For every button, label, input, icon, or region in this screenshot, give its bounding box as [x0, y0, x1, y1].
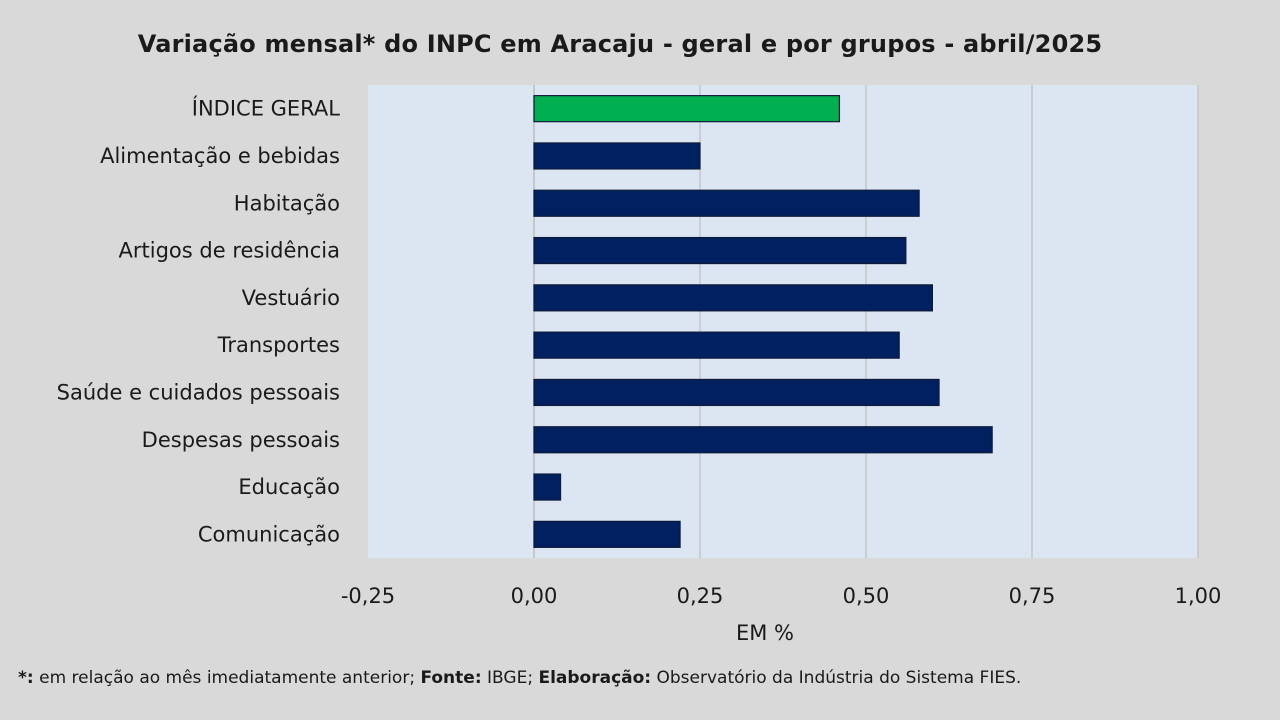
footnote-elaboration-label: Elaboração:	[538, 668, 652, 688]
bar	[533, 378, 940, 407]
category-label: Alimentação e bebidas	[100, 144, 340, 168]
footnote-source-label: Fonte:	[420, 668, 482, 688]
chart-title: Variação mensal* do INPC em Aracaju - ge…	[137, 30, 1103, 58]
chart-frame: Variação mensal* do INPC em Aracaju - ge…	[56, 30, 1222, 645]
category-label: Educação	[238, 475, 340, 499]
footnote-elaboration-text: Observatório da Indústria do Sistema FIE…	[651, 668, 1022, 688]
bar	[533, 236, 907, 265]
x-tick-label: 0,50	[843, 584, 890, 608]
category-label: ÍNDICE GERAL	[192, 96, 341, 121]
bar	[533, 189, 920, 217]
category-label: Habitação	[234, 191, 340, 215]
x-tick-label: 0,00	[511, 584, 558, 608]
bar-chart: ÍNDICE GERAL Alimentação e bebidas Habitaç…	[57, 85, 1222, 645]
footnote-source-text: IBGE;	[481, 668, 539, 688]
x-axis-title: EM %	[736, 621, 794, 645]
x-tick-label: 0,25	[677, 584, 724, 608]
category-label: Comunicação	[198, 522, 340, 546]
bar	[533, 426, 993, 454]
footnote-asterisk: *:	[18, 668, 34, 688]
x-tick-label: 0,75	[1009, 584, 1056, 608]
x-tick-label: -0,25	[341, 584, 395, 608]
bar	[533, 95, 841, 123]
plot-area	[368, 85, 1198, 558]
bar	[533, 284, 933, 312]
bar	[533, 331, 900, 359]
bar	[533, 473, 562, 501]
category-label: Vestuário	[242, 286, 340, 310]
category-label: Despesas pessoais	[142, 428, 340, 452]
bar	[533, 520, 681, 548]
category-label: Saúde e cuidados pessoais	[57, 380, 340, 404]
category-label: Artigos de residência	[119, 239, 340, 263]
footnote-text: em relação ao mês imediatamente anterior…	[33, 668, 421, 688]
category-label: Transportes	[217, 333, 340, 357]
footnote: *: em relação ao mês imediatamente anter…	[18, 668, 1021, 688]
x-tick-label: 1,00	[1175, 584, 1222, 608]
bar	[533, 142, 701, 170]
